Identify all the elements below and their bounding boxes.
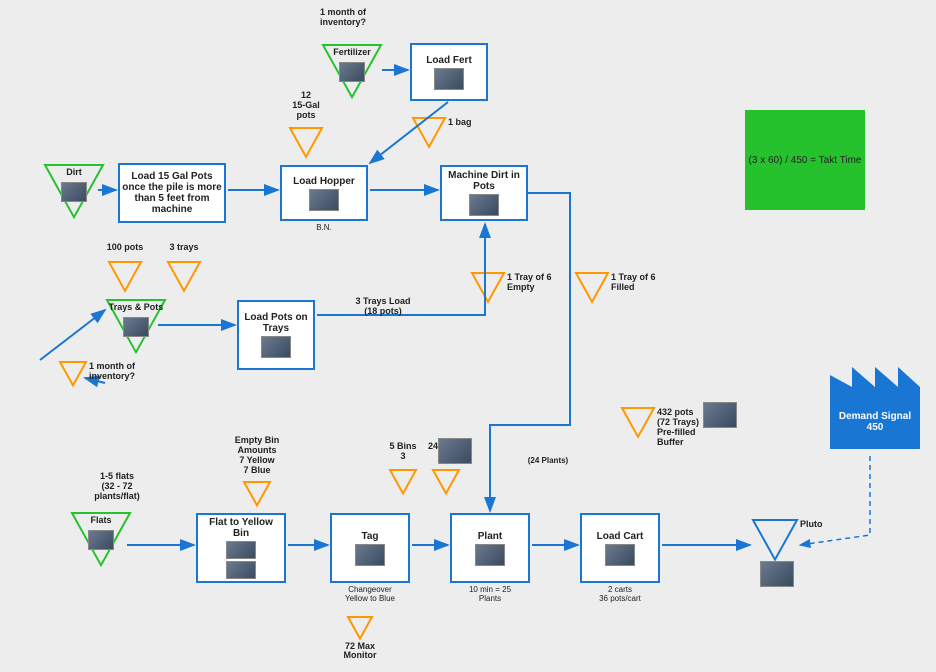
free-thumb-0 [438, 438, 472, 464]
below-plant: 10 min = 25Plants [450, 585, 530, 603]
thumb [605, 544, 635, 566]
otri-above-pots12: 1215-Galpots [270, 91, 342, 121]
takt-text: (3 x 60) / 450 = Takt Time [749, 155, 862, 166]
thumb [469, 194, 499, 216]
demand-label: Demand Signal 450 [830, 411, 920, 433]
thumb [475, 544, 505, 566]
takt-time-box: (3 x 60) / 450 = Takt Time [745, 110, 865, 210]
free-label-2: 1-5 flats(32 - 72plants/flat) [72, 472, 162, 502]
process-label: Load 15 Gal Pots once the pile is more t… [122, 171, 222, 215]
tri-thumb-trays_pots [123, 317, 149, 337]
process-label: Flat to Yellow Bin [200, 517, 282, 539]
process-load_pots_trays: Load Pots on Trays [237, 300, 315, 370]
tri-thumb-dirt [61, 182, 87, 202]
thumb [434, 68, 464, 90]
process-flat_yellow: Flat to Yellow Bin [196, 513, 286, 583]
process-label: Load Hopper [293, 176, 355, 187]
otri-right-tray_filled: 1 Tray of 6Filled [611, 273, 681, 293]
below-load_hopper: B.N. [280, 223, 368, 232]
tri-thumb-fertilizer [339, 62, 365, 82]
process-machine_dirt: Machine Dirt in Pots [440, 165, 528, 221]
process-load_hopper: Load Hopper [280, 165, 368, 221]
tri-label-dirt: Dirt [40, 168, 108, 178]
below-load_cart: 2 carts36 pots/cart [580, 585, 660, 603]
otri-right-onebag: 1 bag [448, 118, 518, 128]
process-plant: Plant [450, 513, 530, 583]
process-load_15gal: Load 15 Gal Pots once the pile is more t… [118, 163, 226, 223]
process-label: Load Cart [597, 531, 644, 542]
process-label: Machine Dirt in Pots [444, 170, 524, 192]
thumb [261, 336, 291, 358]
process-tag: Tag [330, 513, 410, 583]
otri-right-tray_empty: 1 Tray of 6Empty [507, 273, 577, 293]
free-label-1: 3 Trays Load(18 pots) [338, 297, 428, 317]
otri-above-trays3: 3 trays [148, 243, 220, 253]
otri-below-monitor72: 72 MaxMonitor [330, 642, 390, 662]
free-label-0: 1 month ofinventory? [298, 8, 388, 28]
process-label: Load Pots on Trays [241, 312, 311, 334]
thumb [226, 541, 256, 559]
thumb [309, 189, 339, 211]
free-thumb-1 [703, 402, 737, 428]
tri-label-fertilizer: Fertilizer [318, 48, 386, 58]
process-load_fert: Load Fert [410, 43, 488, 101]
free-label-3: (24 Plants) [503, 457, 593, 466]
thumb [355, 544, 385, 566]
tri-label-trays_pots: Trays & Pots [102, 303, 170, 313]
process-label: Plant [478, 531, 502, 542]
tri-label-flats: Flats [67, 516, 135, 526]
below-tag: ChangeoverYellow to Blue [330, 585, 410, 603]
free-thumb-2 [760, 561, 794, 587]
demand-factory: Demand Signal 450 [830, 395, 920, 449]
otri-right-inv_small: 1 month ofinventory? [89, 362, 159, 382]
process-load_cart: Load Cart [580, 513, 660, 583]
process-label: Tag [361, 531, 378, 542]
otri-right-pluto: Pluto [800, 520, 870, 530]
tri-thumb-flats [88, 530, 114, 550]
otri-above-emptybin: Empty BinAmounts7 Yellow7 Blue [224, 436, 290, 476]
process-label: Load Fert [426, 55, 472, 66]
